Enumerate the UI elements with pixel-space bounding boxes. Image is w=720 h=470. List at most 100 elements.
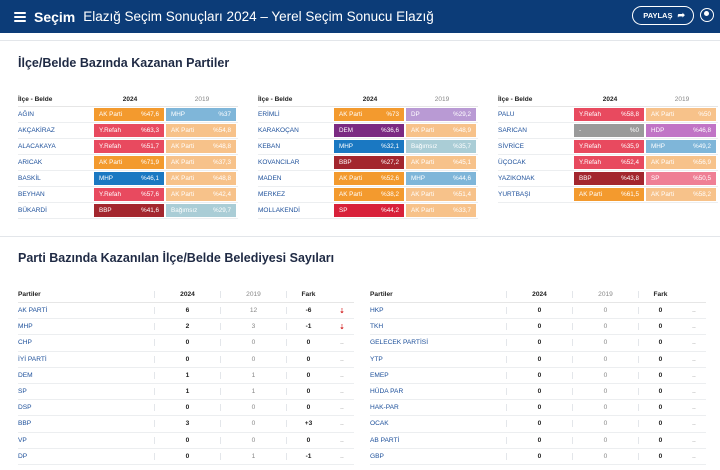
count-2024: 1 xyxy=(154,388,220,396)
district-name-link[interactable]: KEBAN xyxy=(258,143,281,150)
winner-2019-cell: AK Parti %48,8 xyxy=(166,140,236,153)
count-diff: 0 xyxy=(286,388,330,396)
vote-percent: %32,1 xyxy=(381,143,399,150)
winner-2024-cell: BBP %43,8 xyxy=(574,172,644,185)
party-name-link[interactable]: EMEP xyxy=(370,371,389,379)
brand-logo[interactable]: Seçim xyxy=(34,8,76,25)
party-name: BBP xyxy=(579,175,592,182)
no-change-indicator: .. xyxy=(692,436,696,444)
winner-2019-cell: AK Parti %48,9 xyxy=(406,124,476,137)
district-name-link[interactable]: MERKEZ xyxy=(258,191,286,198)
no-change-indicator: .. xyxy=(340,371,344,379)
party-name-link[interactable]: MHP xyxy=(18,323,33,331)
winner-2024-cell: - %0 xyxy=(574,124,644,137)
district-name-link[interactable]: SARICAN xyxy=(498,127,527,134)
count-2024: 0 xyxy=(506,371,572,379)
district-name-link[interactable]: BÜKARDİ xyxy=(18,207,47,214)
vote-percent: %57,6 xyxy=(141,191,159,198)
page-title: Elazığ Seçim Sonuçları 2024 – Yerel Seçi… xyxy=(83,9,434,24)
vote-percent: %35,7 xyxy=(453,143,471,150)
party-name: - xyxy=(579,127,582,134)
party-name: AK Parti xyxy=(651,111,675,118)
winner-2024-cell: BBP %27,2 xyxy=(334,156,404,169)
winner-2024-cell: AK Parti %71,9 xyxy=(94,156,164,169)
party-name-link[interactable]: TKH xyxy=(370,323,384,331)
party-name-link[interactable]: DSP xyxy=(18,404,32,412)
count-diff: 0 xyxy=(638,307,682,315)
district-name-link[interactable]: YURTBAŞI xyxy=(498,191,531,198)
party-name: AK Parti xyxy=(411,191,435,198)
vote-percent: %41,6 xyxy=(141,207,159,214)
table-row: AĞIN AK Parti %47,6 MHP %37 xyxy=(18,107,238,123)
district-name-link[interactable]: ÜÇOCAK xyxy=(498,159,526,166)
no-change-indicator: .. xyxy=(340,420,344,428)
party-name-link[interactable]: SP xyxy=(18,388,27,396)
district-name-link[interactable]: KOVANCILAR xyxy=(258,159,300,166)
party-name-link[interactable]: HKP xyxy=(370,307,384,315)
party-name-link[interactable]: OCAK xyxy=(370,420,389,428)
winner-2019-cell: AK Parti %51,4 xyxy=(406,188,476,201)
col-header-2024: 2024 xyxy=(122,95,138,103)
party-name: Y.Refah xyxy=(99,143,121,150)
user-icon[interactable] xyxy=(700,8,714,22)
count-2019: 0 xyxy=(572,452,638,460)
count-diff: 0 xyxy=(638,452,682,460)
table-row: MERKEZ AK Parti %38,2 AK Parti %51,4 xyxy=(258,187,478,203)
count-2019: 0 xyxy=(220,339,286,347)
district-name-link[interactable]: MADEN xyxy=(258,175,282,182)
winner-2019-cell: Bağımsız %35,7 xyxy=(406,140,476,153)
hamburger-menu-icon[interactable] xyxy=(14,11,26,22)
vote-percent: %48,9 xyxy=(453,127,471,134)
district-name-link[interactable]: BEYHAN xyxy=(18,191,45,198)
party-name-link[interactable]: İYİ PARTİ xyxy=(18,355,47,363)
vote-percent: %47,6 xyxy=(141,111,159,118)
vote-percent: %38,2 xyxy=(381,191,399,198)
party-name-link[interactable]: HAK-PAR xyxy=(370,404,399,412)
count-diff: +3 xyxy=(286,420,330,428)
party-name-link[interactable]: CHP xyxy=(18,339,32,347)
district-name-link[interactable]: ALACAKAYA xyxy=(18,143,56,150)
share-button[interactable]: PAYLAŞ ➦ xyxy=(632,6,694,25)
party-name: AK Parti xyxy=(339,111,363,118)
party-name-link[interactable]: BBP xyxy=(18,420,32,428)
district-name-link[interactable]: ERİMLİ xyxy=(258,111,280,118)
party-name-link[interactable]: VP xyxy=(18,436,27,444)
party-name-link[interactable]: DP xyxy=(18,452,28,460)
party-name-link[interactable]: GELECEK PARTİSİ xyxy=(370,339,429,347)
count-2019: 0 xyxy=(220,404,286,412)
party-name-link[interactable]: DEM xyxy=(18,371,33,379)
table-row: MOLLAKENDİ SP %44,2 AK Parti %33,7 xyxy=(258,203,478,219)
table-row: DSP 0 0 0.. xyxy=(18,400,354,417)
party-name-link[interactable]: HÜDA PAR xyxy=(370,388,404,396)
district-name-link[interactable]: ARICAK xyxy=(18,159,43,166)
district-name-link[interactable]: BASKİL xyxy=(18,175,41,182)
table-row: MHP 2 3 -1 ⇣ xyxy=(18,319,354,336)
district-name-link[interactable]: YAZIKONAK xyxy=(498,175,535,182)
winner-2024-cell: DEM %36,6 xyxy=(334,124,404,137)
party-name: AK Parti xyxy=(411,207,435,214)
count-2024: 0 xyxy=(506,436,572,444)
party-name-link[interactable]: GBP xyxy=(370,452,384,460)
party-name: AK Parti xyxy=(339,191,363,198)
vote-percent: %61,5 xyxy=(621,191,639,198)
district-name-link[interactable]: PALU xyxy=(498,111,515,118)
district-table: İlçe - Belde 2024 2019 ERİMLİ AK Parti %73 DP%… xyxy=(258,92,478,219)
no-change-indicator: .. xyxy=(340,355,344,363)
vote-percent: %50,5 xyxy=(693,175,711,182)
district-name-link[interactable]: KARAKOÇAN xyxy=(258,127,299,134)
party-name-link[interactable]: AB PARTİ xyxy=(370,436,400,444)
party-name: DEM xyxy=(339,127,353,134)
winner-2019-cell: SP %50,5 xyxy=(646,172,716,185)
district-name-link[interactable]: AĞIN xyxy=(18,111,34,118)
party-name: Y.Refah xyxy=(579,111,601,118)
count-diff: 0 xyxy=(286,371,330,379)
count-2024: 6 xyxy=(154,307,220,315)
district-name-link[interactable]: MOLLAKENDİ xyxy=(258,207,300,214)
district-name-link[interactable]: AKÇAKİRAZ xyxy=(18,127,55,134)
party-name-link[interactable]: YTP xyxy=(370,355,383,363)
party-name-link[interactable]: AK PARTİ xyxy=(18,307,48,315)
table-row: YAZIKONAK BBP %43,8 SP %50,5 xyxy=(498,171,718,187)
district-name-link[interactable]: SİVRİCE xyxy=(498,143,525,150)
section-title-district-winners: İlçe/Belde Bazında Kazanan Partiler xyxy=(18,56,230,70)
vote-percent: %33,7 xyxy=(453,207,471,214)
